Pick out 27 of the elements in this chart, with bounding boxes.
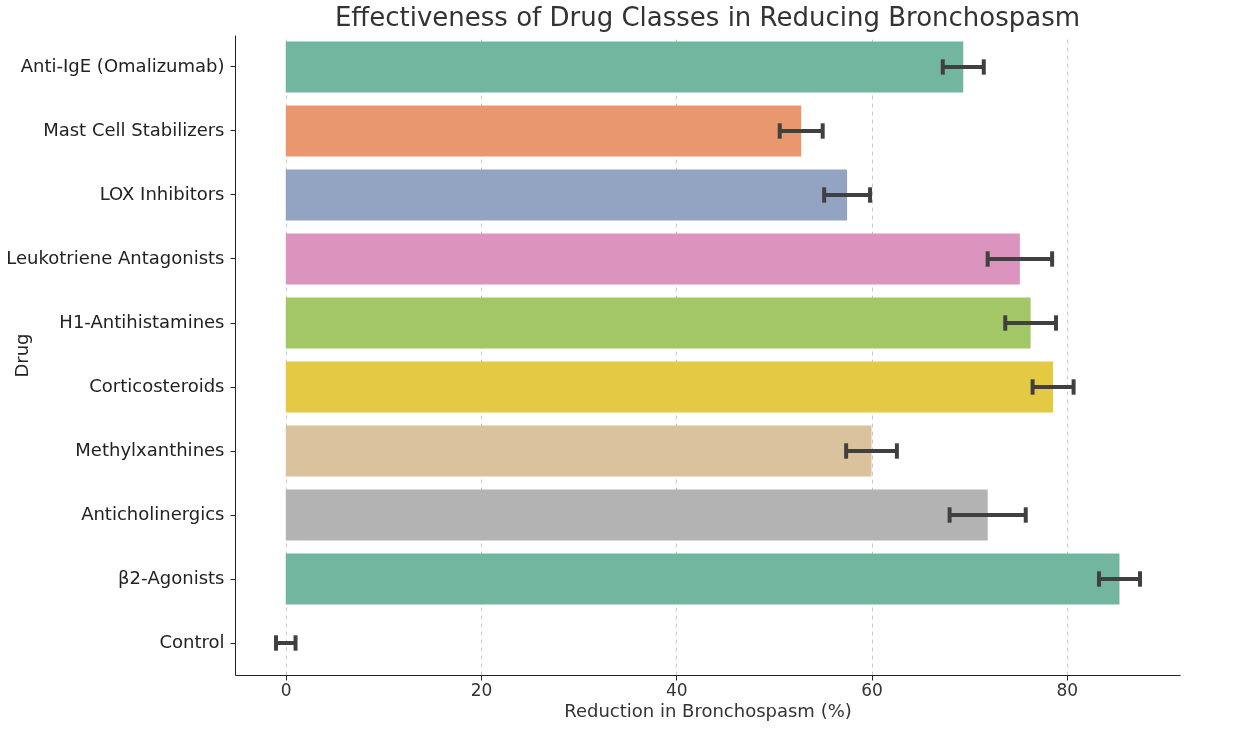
y-axis-title: Drug bbox=[10, 333, 32, 378]
x-axis-title: Reduction in Bronchospasm (%) bbox=[564, 699, 852, 721]
y-tick-label: Anti-IgE (Omalizumab) bbox=[20, 55, 225, 76]
y-tick-label: Leukotriene Antagonists bbox=[6, 247, 225, 268]
bar bbox=[285, 105, 802, 157]
x-tick-label: 60 bbox=[861, 679, 883, 700]
y-tick-label: H1-Antihistamines bbox=[59, 311, 225, 332]
x-tick-label: 40 bbox=[665, 679, 688, 700]
bar bbox=[285, 297, 1031, 349]
y-tick-label: β2-Agonists bbox=[118, 567, 225, 588]
y-tick-label: Control bbox=[159, 631, 225, 652]
y-tick-label: Anticholinergics bbox=[81, 503, 225, 524]
bar bbox=[285, 41, 964, 93]
x-tick-label: 0 bbox=[280, 679, 292, 700]
y-tick-label: Methylxanthines bbox=[75, 439, 225, 460]
y-tick-label: LOX Inhibitors bbox=[99, 183, 225, 204]
bar bbox=[285, 553, 1120, 605]
bar bbox=[285, 169, 848, 221]
bar bbox=[285, 361, 1054, 413]
y-tick-label: Corticosteroids bbox=[89, 375, 225, 396]
bar bbox=[285, 425, 872, 477]
chart-title: Effectiveness of Drug Classes in Reducing Bronchospasm bbox=[334, 2, 1081, 32]
bar bbox=[285, 233, 1020, 285]
x-tick-label: 20 bbox=[470, 679, 493, 700]
y-tick-label: Mast Cell Stabilizers bbox=[43, 119, 225, 140]
x-tick-label: 80 bbox=[1056, 679, 1079, 700]
bar bbox=[285, 489, 988, 541]
